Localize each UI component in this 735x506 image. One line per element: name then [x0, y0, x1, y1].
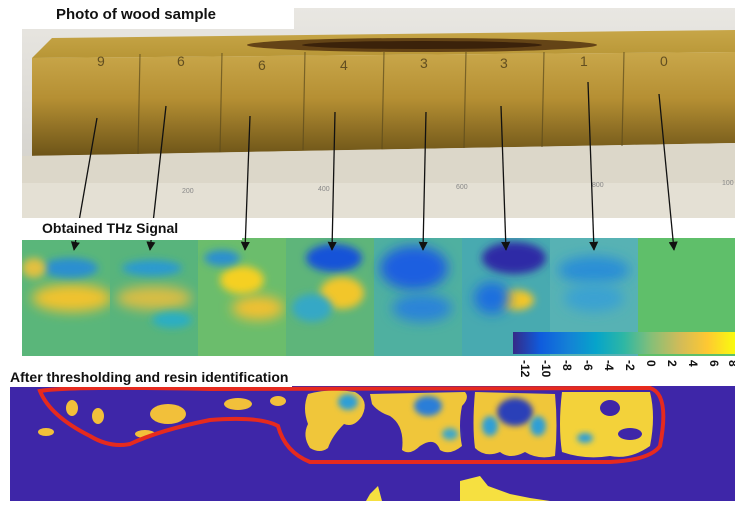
resin-outline — [37, 385, 666, 464]
threshold-title: After thresholding and resin identificat… — [6, 366, 293, 387]
colorbar-tick: -4 — [602, 360, 616, 371]
block-marking: 4 — [340, 57, 348, 73]
ruler-tick: 400 — [318, 186, 330, 193]
thz-signal-panel — [22, 123, 735, 356]
ruler-tick: 200 — [182, 188, 194, 195]
thz-title: Obtained THz Signal — [22, 218, 242, 240]
block-marking: 0 — [660, 53, 668, 69]
wood-photo: 9 6 6 4 3 3 1 0 200 400 600 800 100 — [22, 8, 735, 218]
colorbar-tick: 2 — [665, 360, 679, 367]
ruler-tick: 100 — [722, 180, 734, 187]
block-marking: 1 — [580, 53, 588, 69]
thz-heatmap — [22, 123, 735, 356]
block-marking: 3 — [500, 55, 508, 71]
block-marking: 6 — [258, 57, 266, 73]
colorbar-tick: -10 — [539, 360, 553, 378]
colorbar-tick: 4 — [686, 360, 700, 367]
ruler-tick: 800 — [592, 182, 604, 189]
colorbar-tick: -2 — [623, 360, 637, 371]
wood-photo-panel: 9 6 6 4 3 3 1 0 200 400 600 800 100 — [22, 8, 735, 218]
colorbar-tick: -12 — [518, 360, 532, 378]
colorbar-tick: -8 — [560, 360, 574, 371]
colorbar-ticks: -12 -10 -8 -6 -4 -2 0 2 4 6 8 — [513, 358, 735, 380]
colorbar-tick: 6 — [707, 360, 721, 367]
ruler-tick: 600 — [456, 184, 468, 191]
photo-title: Photo of wood sample — [22, 2, 294, 29]
colorbar — [513, 332, 735, 354]
threshold-panel — [10, 385, 735, 501]
threshold-map — [10, 385, 735, 501]
block-marking: 3 — [420, 55, 428, 71]
colorbar-tick: 0 — [644, 360, 658, 367]
colorbar-tick: -6 — [581, 360, 595, 371]
block-marking: 6 — [177, 53, 185, 69]
block-marking: 9 — [97, 53, 105, 69]
colorbar-tick: 8 — [726, 360, 735, 367]
